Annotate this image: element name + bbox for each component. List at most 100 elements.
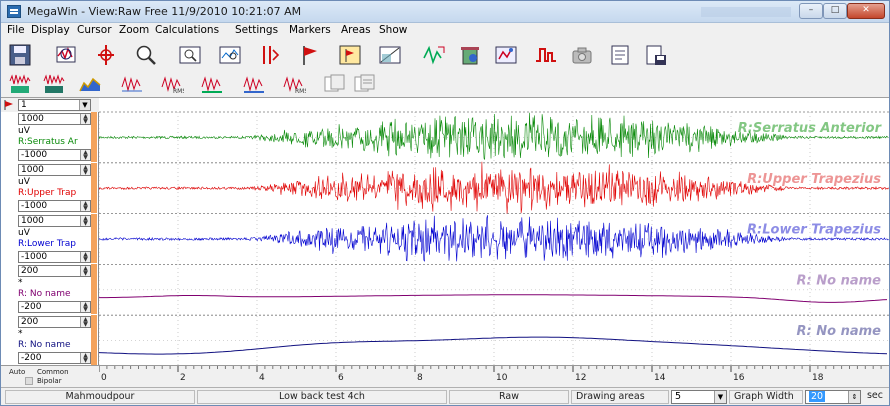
rms5-icon[interactable]: RMS [281,72,307,96]
copy-panel-icon[interactable] [321,72,347,96]
channel-unit: * [18,278,23,289]
spin-arrows-icon[interactable]: ▲ ▼ [80,200,90,211]
close-button[interactable]: ✕ [847,3,885,19]
graph-axis-icon[interactable] [493,43,519,67]
spin-arrows-icon[interactable]: ▲ ▼ [80,266,90,277]
channel-min-input[interactable]: -200 ▲ ▼ [18,301,91,314]
signal-plot[interactable]: R:Serratus Anterior R:Upper Trapezius R:Lo… [98,98,889,366]
zoom-icon[interactable] [133,43,159,67]
export-txt-icon[interactable] [643,43,669,67]
channel-plot-label: R: No name [797,324,882,339]
marker-flag-icon[interactable] [297,43,323,67]
bipolar-toggle[interactable]: Bipolar [37,377,62,385]
wave-mark-icon[interactable] [421,43,447,67]
menu-show[interactable]: Show [379,24,408,36]
emg-filter-icon[interactable] [7,72,33,96]
spin-arrows-icon[interactable]: ▲ ▼ [80,215,90,226]
spin-arrows-icon[interactable]: ▲ ▼ [80,353,90,364]
maximize-button[interactable]: □ [823,3,847,19]
step-signal-icon[interactable] [533,43,559,67]
channel-name[interactable]: R:Lower Trap [18,238,76,249]
area-select-icon[interactable] [377,43,403,67]
channel-max-input[interactable]: 1000 ▲ ▼ [18,214,91,227]
zoom-box-icon[interactable] [177,43,203,67]
marker-box-icon[interactable] [337,43,363,67]
menu-calculations[interactable]: Calculations [155,24,220,36]
menu-file[interactable]: File [7,24,25,36]
menu-areas[interactable]: Areas [341,24,371,36]
menu-zoom[interactable]: Zoom [119,24,150,36]
rms-icon[interactable] [119,72,145,96]
time-tick-label: 6 [338,373,344,383]
save-icon[interactable] [7,43,33,67]
channel-color-strip[interactable] [91,264,97,315]
common-scale-toggle[interactable]: Common [37,368,69,376]
channel-controls-2: 1000 ▲ ▼ uV R:Upper Trap -1000 ▲ ▼ [1,162,99,214]
spin-arrows-icon[interactable]: ▲ ▼ [80,317,90,328]
channel-name[interactable]: R: No name [18,340,71,351]
channel-max-input[interactable]: 1000 ▲ ▼ [18,113,91,125]
channel-max-input[interactable]: 200 ▲ ▼ [18,265,91,278]
channel-control-panel: 1 ▼ 1000 ▲ ▼ uV R:Serratus Ar -1000 ▲ ▼ 1000 ▲ ▼ uV… [1,98,99,366]
cursor-link-icon[interactable] [257,43,283,67]
channel-name[interactable]: R: No name [18,289,71,300]
chevron-down-icon[interactable]: ▼ [714,391,726,403]
channel-group-select[interactable]: 1 ▼ [18,99,91,111]
channel-max-input[interactable]: 200 ▲ ▼ [18,316,91,329]
channel-max-input[interactable]: 1000 ▲ ▼ [18,163,91,176]
channel-max-value: 1000 [21,215,44,226]
channel-controls-5: 200 ▲ ▼ * R: No name -200 ▲ ▼ [1,315,99,366]
zoom-fit-icon[interactable] [217,43,243,67]
channel-color-strip[interactable] [91,162,97,213]
spin-arrows-icon[interactable]: ▲ ▼ [80,251,90,262]
channel-name[interactable]: R:Serratus Ar [18,137,78,147]
channel-min-input[interactable]: -1000 ▲ ▼ [18,250,91,263]
chevron-down-icon[interactable]: ▼ [79,100,90,110]
rms4-icon[interactable] [241,72,267,96]
channel-area: 1 ▼ 1000 ▲ ▼ uV R:Serratus Ar -1000 ▲ ▼ 1000 ▲ ▼ uV… [1,97,889,366]
channel-signal-trace [98,161,889,215]
copy-panel2-icon[interactable] [351,72,377,96]
menu-markers[interactable]: Markers [289,24,331,36]
spin-arrows-icon[interactable]: ⇕ [848,391,860,403]
status-mode: Raw [449,390,569,404]
menu-display[interactable]: Display [31,24,70,36]
drawing-areas-select[interactable]: 5 ▼ [671,390,727,404]
marker-flag-icon[interactable] [4,100,14,110]
channel-min-value: -200 [21,302,42,313]
camera-icon[interactable] [569,43,595,67]
channel-min-input[interactable]: -1000 ▲ ▼ [18,199,91,212]
scope-icon[interactable] [53,43,79,67]
bipolar-checkbox[interactable] [25,377,33,385]
report-icon[interactable] [607,43,633,67]
emg-filter2-icon[interactable] [41,72,67,96]
menu-cursor[interactable]: Cursor [77,24,112,36]
channel-color-strip[interactable] [91,112,97,162]
trash-icon[interactable] [457,43,483,67]
cursor-ruler-icon[interactable] [93,43,119,67]
channel-min-input[interactable]: -1000 ▲ ▼ [18,149,91,161]
channel-min-value: -1000 [21,200,48,211]
spin-arrows-icon[interactable]: ▲ ▼ [80,150,90,161]
channel-plot-label: R: No name [797,273,882,288]
spin-arrows-icon[interactable]: ▲ ▼ [80,164,90,175]
auto-scale-toggle[interactable]: Auto [9,368,26,376]
svg-text:RMS: RMS [295,88,306,95]
menu-settings[interactable]: Settings [235,24,279,36]
graph-width-unit: sec [866,390,884,401]
area-fill-icon[interactable] [77,72,103,96]
rms3-icon[interactable] [199,72,225,96]
channel-name[interactable]: R:Upper Trap [18,187,77,198]
minimize-button[interactable]: – [799,3,823,19]
graph-width-input[interactable]: 20 ⇕ [805,390,861,404]
spin-arrows-icon[interactable]: ▲ ▼ [80,302,90,313]
spin-arrows-icon[interactable]: ▲ ▼ [80,114,90,125]
channel-controls-4: 200 ▲ ▼ * R: No name -200 ▲ ▼ [1,264,99,315]
channel-color-strip[interactable] [91,315,97,365]
channel-min-input[interactable]: -200 ▲ ▼ [18,352,91,365]
channel-signal-trace [98,215,889,262]
channel-color-strip[interactable] [91,213,97,264]
rms2-icon[interactable]: RMS [159,72,185,96]
channel-min-value: -1000 [21,150,48,160]
